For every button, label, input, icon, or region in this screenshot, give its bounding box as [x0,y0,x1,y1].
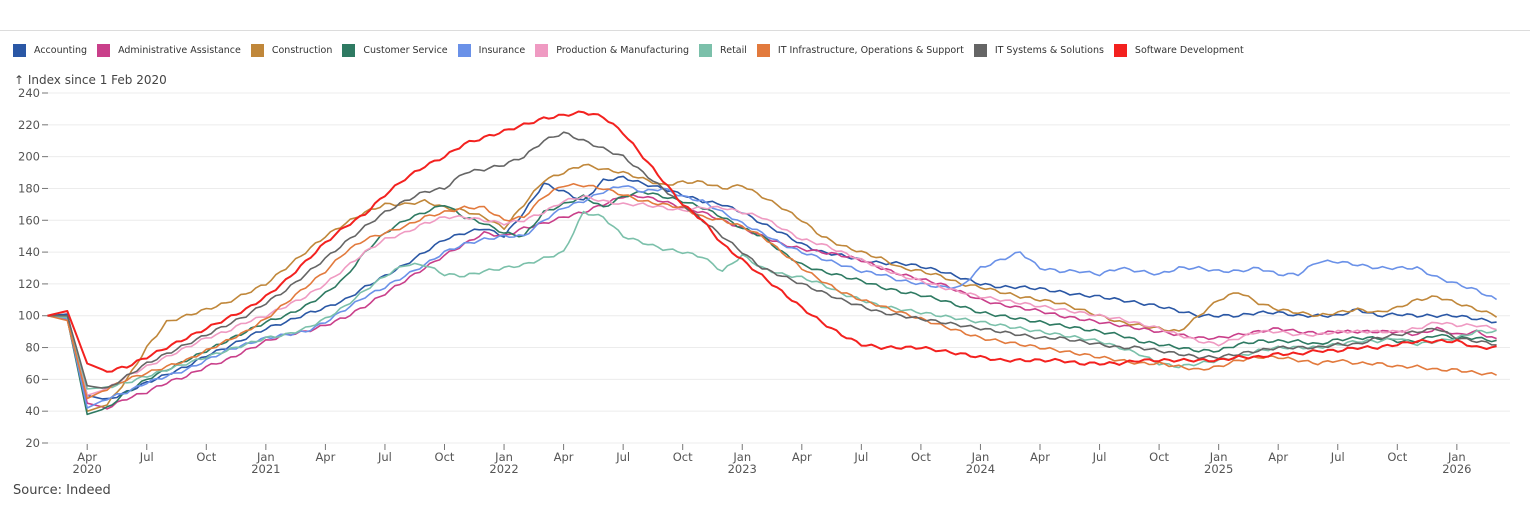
x-tick-label: Jul [377,450,392,464]
legend-swatch [342,44,356,57]
x-tick-label: Apr [1268,450,1288,464]
legend-label: Construction [271,45,333,56]
x-tick-label: Oct [1387,450,1407,464]
x-tick-label: Apr [315,450,335,464]
top-divider [0,30,1530,31]
legend-item[interactable]: IT Systems & Solutions [973,44,1104,57]
x-tick-year: 2024 [966,462,995,476]
source-note: Source: Indeed [13,483,111,498]
legend-item[interactable]: Construction [250,44,333,57]
series-line-customer-service[interactable] [47,190,1497,416]
y-tick-label: 180 [18,181,40,195]
y-tick-label: 240 [18,86,40,100]
x-tick-label: Apr [1030,450,1050,464]
chart-legend: Accounting Administrative Assistance Const… [13,44,1254,57]
y-tick-label: 200 [18,150,40,164]
x-tick-year: 2021 [251,462,280,476]
legend-label: Customer Service [363,45,448,56]
legend-swatch [535,44,549,57]
legend-item[interactable]: Accounting [13,44,87,57]
y-tick-label: 80 [25,341,40,355]
x-tick-label: Oct [196,450,216,464]
x-tick-year: 2022 [489,462,518,476]
legend-label: Insurance [478,45,526,56]
x-tick-label: Jul [139,450,154,464]
legend-swatch [1113,44,1127,57]
x-tick-year: 2025 [1204,462,1233,476]
y-tick-label: 20 [25,436,40,450]
legend-label: IT Systems & Solutions [994,45,1104,56]
legend-swatch [457,44,471,57]
x-tick-label: Jul [615,450,630,464]
legend-item[interactable]: Production & Manufacturing [535,44,689,57]
x-tick-label: Oct [1149,450,1169,464]
legend-swatch [973,44,987,57]
legend-label: Administrative Assistance [118,45,241,56]
x-tick-label: Jul [1092,450,1107,464]
series-line-it-systems-solutions[interactable] [47,131,1497,389]
legend-item[interactable]: IT Infrastructure, Operations & Support [756,44,964,57]
x-tick-year: 2023 [728,462,757,476]
x-tick-label: Apr [792,450,812,464]
x-tick-label: Oct [911,450,931,464]
y-tick-label: 60 [25,372,40,386]
series-line-production-manufacturing[interactable] [47,195,1497,397]
x-tick-label: Jan [256,450,275,464]
series-line-accounting[interactable] [47,175,1497,400]
y-axis-title: ↑ Index since 1 Feb 2020 [14,73,167,87]
series-line-construction[interactable] [47,163,1498,412]
legend-label: Retail [720,45,747,56]
legend-item[interactable]: Customer Service [342,44,448,57]
x-tick-label: Apr [77,450,97,464]
series-line-administrative-assistance[interactable] [47,194,1497,410]
x-tick-label: Jul [1330,450,1345,464]
x-tick-label: Oct [435,450,455,464]
y-tick-label: 40 [25,404,40,418]
y-tick-label: 220 [18,118,40,132]
legend-swatch [756,44,770,57]
y-tick-label: 140 [18,245,40,259]
x-tick-label: Jan [971,450,990,464]
x-tick-label: Jan [1209,450,1228,464]
series-line-software-development[interactable] [47,110,1497,373]
legend-swatch [13,44,26,57]
legend-swatch [699,44,713,57]
legend-label: Accounting [34,45,88,56]
x-tick-label: Jan [732,450,751,464]
legend-swatch [97,44,111,57]
legend-item[interactable]: Software Development [1113,44,1244,57]
x-tick-label: Jul [853,450,868,464]
legend-label: Software Development [1134,45,1244,56]
x-tick-label: Jan [494,450,513,464]
legend-label: Production & Manufacturing [556,45,690,56]
series-line-insurance[interactable] [47,185,1498,409]
legend-label: IT Infrastructure, Operations & Support [777,45,964,56]
y-tick-label: 160 [18,213,40,227]
x-tick-year: 2026 [1442,462,1471,476]
x-tick-label: Jan [1447,450,1466,464]
legend-item[interactable]: Insurance [457,44,526,57]
x-tick-label: Apr [554,450,574,464]
legend-item[interactable]: Retail [699,44,747,57]
y-tick-label: 100 [18,309,40,323]
series-line-it-infrastructure-operations-support[interactable] [47,183,1497,400]
legend-swatch [250,44,264,57]
x-tick-label: Oct [673,450,693,464]
legend-item[interactable]: Administrative Assistance [97,44,241,57]
y-tick-label: 120 [18,277,40,291]
x-tick-year: 2020 [73,462,102,476]
